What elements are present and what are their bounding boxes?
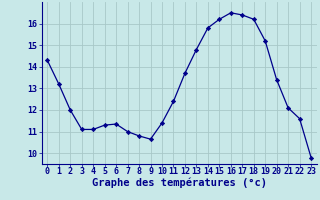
X-axis label: Graphe des températures (°c): Graphe des températures (°c): [92, 177, 267, 188]
